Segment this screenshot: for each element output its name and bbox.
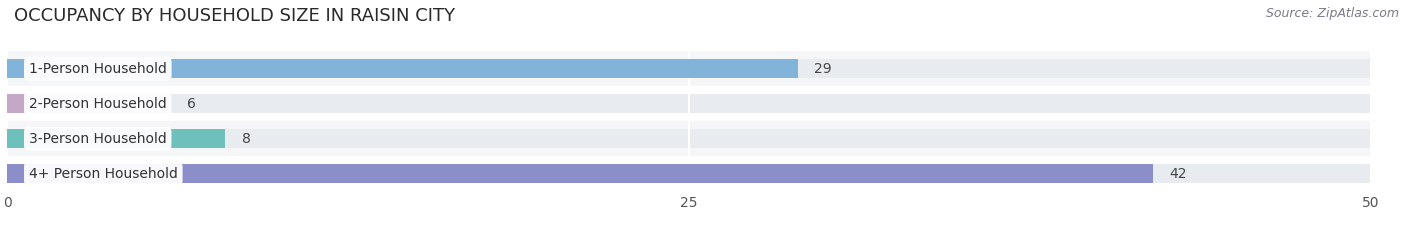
Bar [7, 156, 1371, 191]
Bar [7, 59, 1371, 78]
Bar [7, 129, 1371, 148]
Text: OCCUPANCY BY HOUSEHOLD SIZE IN RAISIN CITY: OCCUPANCY BY HOUSEHOLD SIZE IN RAISIN CI… [14, 7, 456, 25]
Text: 29: 29 [814, 62, 832, 76]
Text: 1-Person Household: 1-Person Household [30, 62, 167, 76]
Bar [7, 121, 1371, 156]
Text: 8: 8 [242, 132, 250, 146]
Bar [7, 86, 1371, 121]
Text: 4+ Person Household: 4+ Person Household [30, 167, 177, 181]
Text: 3-Person Household: 3-Person Household [30, 132, 166, 146]
Bar [7, 164, 1371, 183]
Text: 2-Person Household: 2-Person Household [30, 97, 166, 111]
Text: 6: 6 [187, 97, 195, 111]
Text: Source: ZipAtlas.com: Source: ZipAtlas.com [1265, 7, 1399, 20]
Bar [7, 129, 225, 148]
Bar [7, 59, 799, 78]
Bar [7, 51, 1371, 86]
Bar [7, 94, 170, 113]
Text: 42: 42 [1168, 167, 1187, 181]
Bar [7, 164, 1153, 183]
Bar [7, 94, 1371, 113]
